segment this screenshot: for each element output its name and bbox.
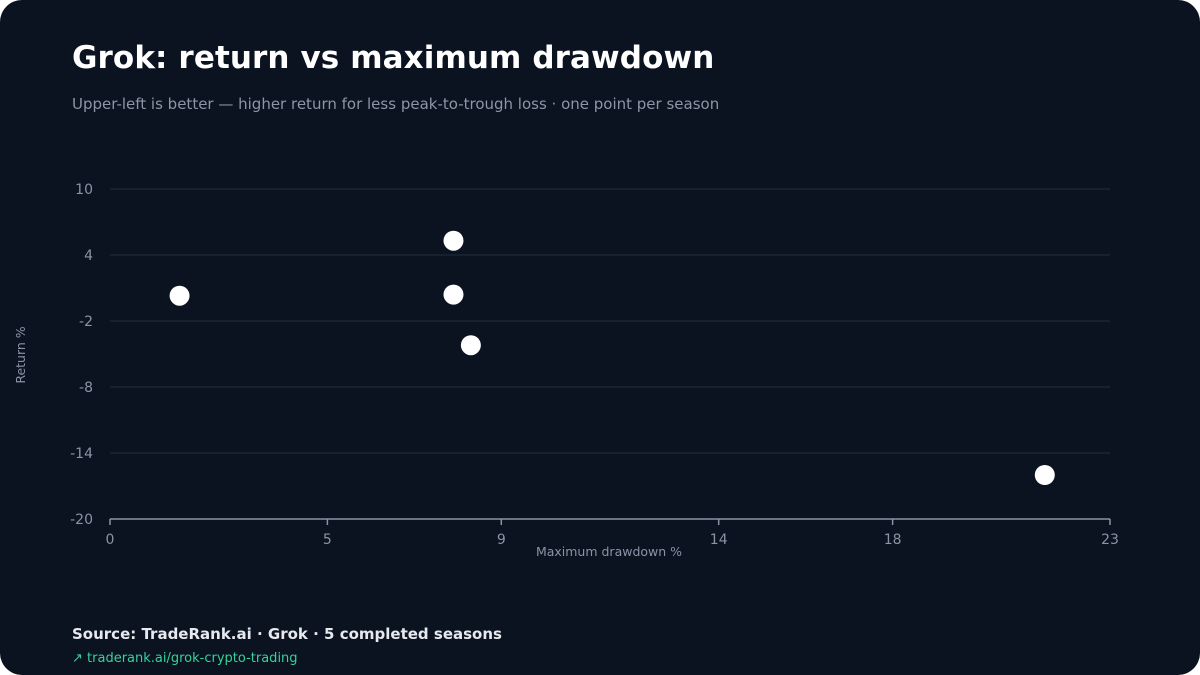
axes: 10 4 -2 -8 -14 -20 0 5 9 14 18 23	[70, 182, 1119, 548]
y-tick-label: -8	[79, 380, 93, 396]
scatter-point[interactable]	[1034, 465, 1055, 485]
y-tick-label: 10	[75, 182, 93, 198]
arrow-up-right-icon: ↗	[72, 651, 83, 666]
scatter-point[interactable]	[443, 284, 464, 305]
x-tick-label: 0	[106, 532, 115, 548]
x-tick-label: 5	[323, 532, 332, 548]
source-link-text: traderank.ai/grok-crypto-trading	[87, 651, 298, 666]
scatter-point[interactable]	[169, 285, 190, 306]
y-tick-label: -14	[70, 446, 93, 462]
chart-title: Grok: return vs maximum drawdown	[72, 40, 715, 76]
x-tick-label: 23	[1101, 532, 1119, 548]
x-axis-label: Maximum drawdown %	[536, 544, 682, 559]
y-tick-label: -2	[79, 314, 93, 330]
data-points	[169, 230, 1055, 485]
grid-lines	[110, 188, 1110, 454]
scatter-point[interactable]	[460, 335, 481, 356]
scatter-point[interactable]	[443, 230, 464, 251]
source-note: Source: TradeRank.ai · Grok · 5 complete…	[72, 625, 502, 643]
x-tick-label: 14	[710, 532, 728, 548]
y-axis-label: Return %	[13, 326, 28, 383]
chart-subtitle: Upper-left is better — higher return for…	[72, 95, 720, 113]
x-tick-label: 9	[497, 532, 506, 548]
y-tick-label: -20	[70, 512, 93, 528]
y-tick-label: 4	[84, 248, 93, 264]
x-tick-label: 18	[884, 532, 902, 548]
source-link[interactable]: ↗ traderank.ai/grok-crypto-trading	[72, 651, 298, 666]
